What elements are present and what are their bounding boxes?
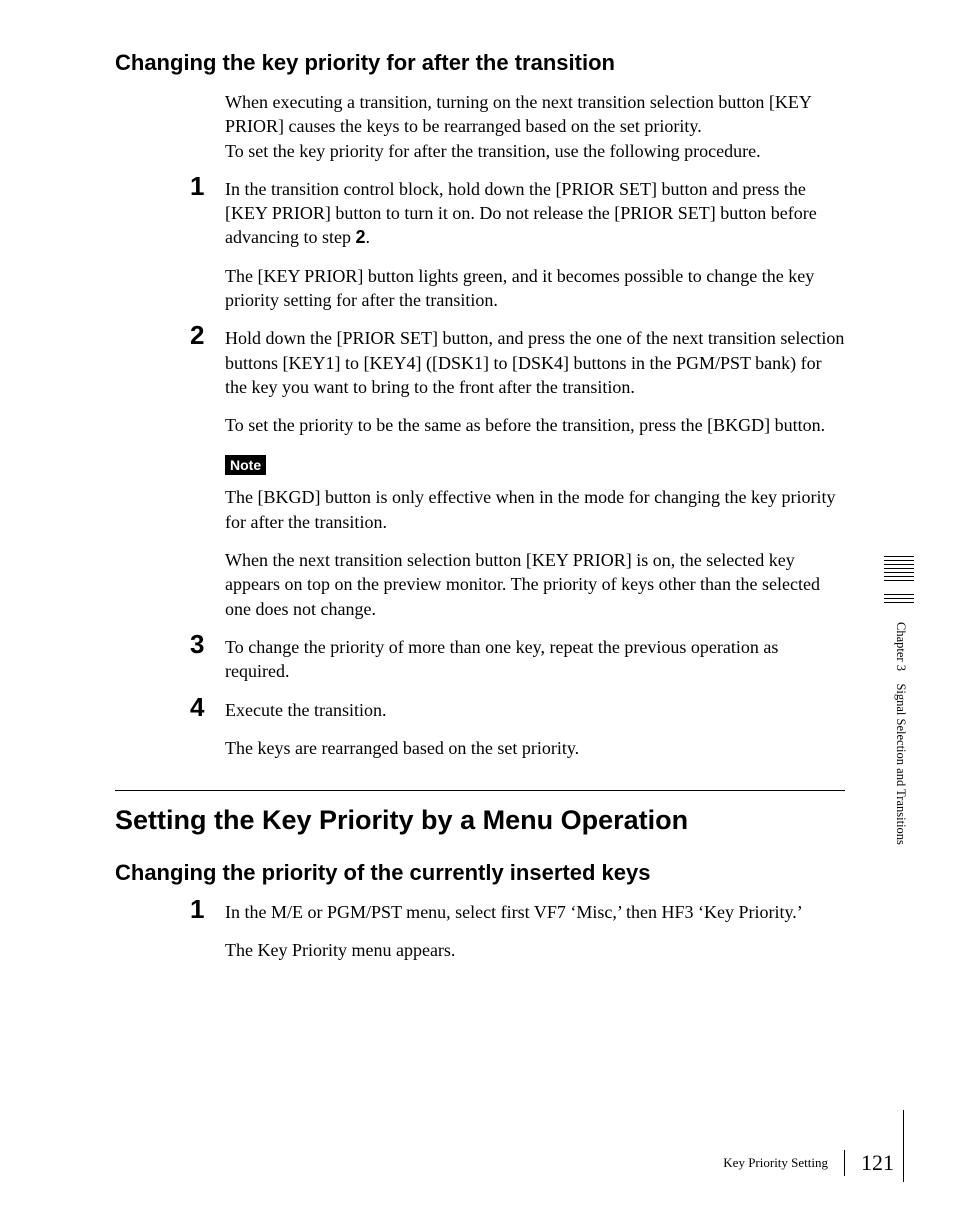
step-number: 4 xyxy=(190,692,204,723)
step-text: To change the priority of more than one … xyxy=(225,635,845,684)
steps-block-1: 1 In the transition control block, hold … xyxy=(225,177,845,760)
step-ref-bold: 2 xyxy=(355,227,365,247)
step-body: In the M/E or PGM/PST menu, select first… xyxy=(225,900,845,963)
intro-p2: To set the key priority for after the tr… xyxy=(225,141,761,161)
footer-divider xyxy=(844,1150,845,1176)
steps-block-2: 1 In the M/E or PGM/PST menu, select fir… xyxy=(225,900,845,963)
step-4: 4 Execute the transition. The keys are r… xyxy=(225,698,845,761)
step-b1: 1 In the M/E or PGM/PST menu, select fir… xyxy=(225,900,845,963)
step-text: Execute the transition. xyxy=(225,698,845,722)
step-text: To set the priority to be the same as be… xyxy=(225,413,845,437)
section-divider xyxy=(115,790,845,791)
step-number: 1 xyxy=(190,894,204,925)
note-text: The [BKGD] button is only effective when… xyxy=(225,485,845,534)
side-lines-icon xyxy=(884,556,914,606)
step-1: 1 In the transition control block, hold … xyxy=(225,177,845,312)
step-number: 1 xyxy=(190,171,204,202)
side-margin-decoration: Chapter 3 Signal Selection and Transitio… xyxy=(878,556,914,956)
step-text: The Key Priority menu appears. xyxy=(225,938,845,962)
footer-section-title: Key Priority Setting xyxy=(723,1155,828,1171)
step-text: In the M/E or PGM/PST menu, select first… xyxy=(225,900,845,924)
step-text: The [KEY PRIOR] button lights green, and… xyxy=(225,264,845,313)
page-footer: Key Priority Setting 121 xyxy=(723,1150,894,1176)
intro-block: When executing a transition, turning on … xyxy=(225,90,845,163)
step-number: 3 xyxy=(190,629,204,660)
heading-menu-operation: Setting the Key Priority by a Menu Opera… xyxy=(115,805,845,836)
page-content: Changing the key priority for after the … xyxy=(115,50,845,977)
heading-change-current-keys: Changing the priority of the currently i… xyxy=(115,860,845,886)
step-body: In the transition control block, hold do… xyxy=(225,177,845,312)
footer-tail-rule xyxy=(903,1110,904,1182)
chapter-side-label: Chapter 3 Signal Selection and Transitio… xyxy=(893,622,908,845)
step-body: Hold down the [PRIOR SET] button, and pr… xyxy=(225,326,845,621)
heading-change-after-transition: Changing the key priority for after the … xyxy=(115,50,845,76)
step-body: To change the priority of more than one … xyxy=(225,635,845,684)
footer-page-number: 121 xyxy=(861,1150,894,1176)
step-text: Hold down the [PRIOR SET] button, and pr… xyxy=(225,326,845,399)
step-body: Execute the transition. The keys are rea… xyxy=(225,698,845,761)
step-number: 2 xyxy=(190,320,204,351)
step-text: In the transition control block, hold do… xyxy=(225,177,845,250)
step-text: When the next transition selection butto… xyxy=(225,548,845,621)
step-3: 3 To change the priority of more than on… xyxy=(225,635,845,684)
step-text: The keys are rearranged based on the set… xyxy=(225,736,845,760)
intro-p1: When executing a transition, turning on … xyxy=(225,92,811,136)
note-label: Note xyxy=(225,455,266,476)
step-2: 2 Hold down the [PRIOR SET] button, and … xyxy=(225,326,845,621)
